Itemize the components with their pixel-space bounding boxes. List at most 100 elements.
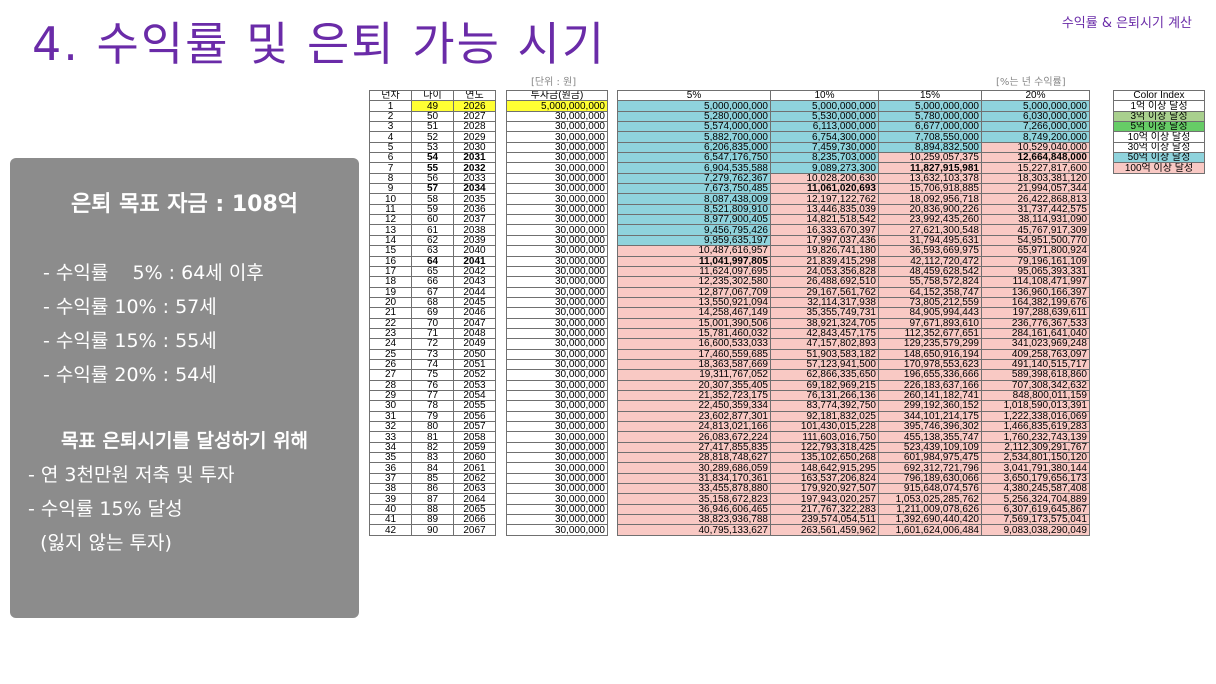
year-cell: 2050 <box>453 348 496 360</box>
table-row: 30,000,000 <box>506 121 608 133</box>
table-row: 20 68 2045 <box>369 296 496 309</box>
table-row: 30,000,000 <box>506 472 608 485</box>
age-cell: 77 <box>411 389 454 402</box>
year-no-cell: 25 <box>369 348 412 360</box>
return-cell-r20: 54,951,500,770 <box>981 234 1090 247</box>
table-row: 13 61 2038 <box>369 224 496 236</box>
return-cell-r15: 84,905,994,443 <box>878 307 982 319</box>
return-cell-r10: 16,333,670,397 <box>770 224 879 236</box>
table-row: 30,000,000 <box>506 514 608 526</box>
table-row: 14,258,467,149 35,355,749,731 84,905,994,4… <box>617 307 1090 319</box>
table-row: 24 72 2049 <box>369 338 496 350</box>
return-cell-r5: 20,307,355,405 <box>617 379 771 391</box>
invest-cell: 30,000,000 <box>506 348 608 360</box>
table-row: 13,550,921,094 32,114,317,938 73,805,212,5… <box>617 296 1090 309</box>
return-cell-r15: 1,392,690,440,420 <box>878 514 982 526</box>
age-cell: 90 <box>411 524 454 536</box>
return-cell-r10: 29,167,561,762 <box>770 286 879 298</box>
year-no-cell: 11 <box>369 203 412 216</box>
rate-line: - 수익률 20% : 54세 <box>43 364 217 386</box>
return-cell-r5: 5,574,000,000 <box>617 121 771 133</box>
year-cell: 2044 <box>453 286 496 298</box>
table-row: 28,818,748,627 135,102,650,268 601,984,975… <box>617 452 1090 464</box>
return-cell-r15: 1,601,624,006,484 <box>878 524 982 536</box>
table-row: 5,280,000,000 5,530,000,000 5,780,000,000 6… <box>617 110 1090 123</box>
return-cell-r15: 97,671,893,610 <box>878 317 982 329</box>
table-row: 31,834,170,361 163,537,206,824 796,189,630… <box>617 472 1090 485</box>
table-row: 5,000,000,000 <box>506 100 608 112</box>
table-row: 9 57 2034 <box>369 183 496 195</box>
table-row: 33,455,878,880 179,920,927,507 915,648,074… <box>617 483 1090 495</box>
color-index-row: 5억 이상 달성 <box>1113 121 1205 133</box>
return-cell-r20: 7,569,173,575,041 <box>981 514 1090 526</box>
return-cell-r10: 51,903,583,182 <box>770 348 879 360</box>
return-cell-r20: 38,114,931,090 <box>981 214 1090 226</box>
return-cell-r15: 36,593,669,975 <box>878 245 982 257</box>
table-row: 17 65 2042 <box>369 265 496 278</box>
table-row: 16,600,533,033 47,157,802,893 129,235,579,… <box>617 338 1090 350</box>
year-cell: 2061 <box>453 462 496 474</box>
return-cell-r10: 135,102,650,268 <box>770 452 879 464</box>
return-cell-r15: 64,152,358,747 <box>878 286 982 298</box>
return-cell-r5: 23,602,877,301 <box>617 410 771 423</box>
age-cell: 58 <box>411 193 454 205</box>
return-cell-r20: 12,664,848,000 <box>981 152 1090 164</box>
table-row: 15,781,460,032 42,843,457,175 112,352,677,… <box>617 327 1090 340</box>
header-invest: 투자금(원금) <box>506 89 608 102</box>
year-no-cell: 36 <box>369 462 412 474</box>
return-cell-r15: 129,235,579,299 <box>878 338 982 350</box>
age-cell: 55 <box>411 162 454 174</box>
return-cell-r20: 164,382,199,676 <box>981 296 1090 309</box>
invest-cell: 30,000,000 <box>506 110 608 123</box>
table-row: 37 85 2062 <box>369 472 496 485</box>
year-cell: 2058 <box>453 431 496 443</box>
table-row: 2 50 2027 <box>369 110 496 123</box>
table-row: 30,000,000 <box>506 524 608 536</box>
year-cell: 2038 <box>453 224 496 236</box>
action-line: - 연 3천만원 저축 및 투자 <box>28 464 235 486</box>
return-cell-r10: 7,459,730,000 <box>770 141 879 154</box>
return-cell-r10: 21,839,415,298 <box>770 255 879 267</box>
return-cell-r10: 69,182,969,215 <box>770 379 879 391</box>
age-cell: 89 <box>411 514 454 526</box>
year-cell: 2065 <box>453 503 496 516</box>
table-row: 12,877,067,709 29,167,561,762 64,152,358,7… <box>617 286 1090 298</box>
table-row: 5,574,000,000 6,113,000,000 6,677,000,000 7… <box>617 121 1090 133</box>
table-row: 30,000,000 <box>506 214 608 226</box>
return-cell-r5: 26,083,672,224 <box>617 431 771 443</box>
year-cell: 2046 <box>453 307 496 319</box>
return-cell-r10: 10,028,200,630 <box>770 172 879 185</box>
age-cell: 73 <box>411 348 454 360</box>
year-no-cell: 40 <box>369 503 412 516</box>
year-cell: 2051 <box>453 358 496 371</box>
year-cell: 2059 <box>453 441 496 454</box>
year-cell: 2027 <box>453 110 496 123</box>
return-cell-r20: 5,000,000,000 <box>981 100 1090 112</box>
age-cell: 68 <box>411 296 454 309</box>
rate-line: - 수익률 15% : 55세 <box>43 330 217 352</box>
summary-subheading: 목표 은퇴시기를 달성하기 위해 <box>60 430 309 452</box>
invest-cell: 30,000,000 <box>506 503 608 516</box>
table-row: 36,946,606,465 217,767,322,283 1,211,009,0… <box>617 503 1090 516</box>
age-cell: 74 <box>411 358 454 371</box>
return-cell-r20: 79,196,161,109 <box>981 255 1090 267</box>
return-cell-r10: 38,921,324,705 <box>770 317 879 329</box>
return-cell-r5: 35,158,672,823 <box>617 493 771 505</box>
return-cell-r15: 196,655,336,666 <box>878 369 982 381</box>
return-cell-r10: 17,997,037,436 <box>770 234 879 247</box>
age-cell: 72 <box>411 338 454 350</box>
table-row: 15 63 2040 <box>369 245 496 257</box>
color-index-row: 3억 이상 달성 <box>1113 110 1205 123</box>
invest-cell: 30,000,000 <box>506 400 608 412</box>
invest-cell: 30,000,000 <box>506 317 608 329</box>
table-row: 30,289,686,059 148,642,915,295 692,312,721… <box>617 462 1090 474</box>
color-index-table: Color Index 1억 이상 달성 3억 이상 달성 5억 이상 달성 10억 … <box>1113 89 1205 174</box>
return-cell-r5: 21,352,723,175 <box>617 389 771 402</box>
return-cell-r15: 226,183,637,166 <box>878 379 982 391</box>
table-row: 9,959,635,197 17,997,037,436 31,794,495,63… <box>617 234 1090 247</box>
age-cell: 76 <box>411 379 454 391</box>
table-row: 5,882,700,000 6,754,300,000 7,708,550,000 8… <box>617 131 1090 143</box>
age-cell: 88 <box>411 503 454 516</box>
table-row: 30,000,000 <box>506 400 608 412</box>
table-row: 30,000,000 <box>506 431 608 443</box>
